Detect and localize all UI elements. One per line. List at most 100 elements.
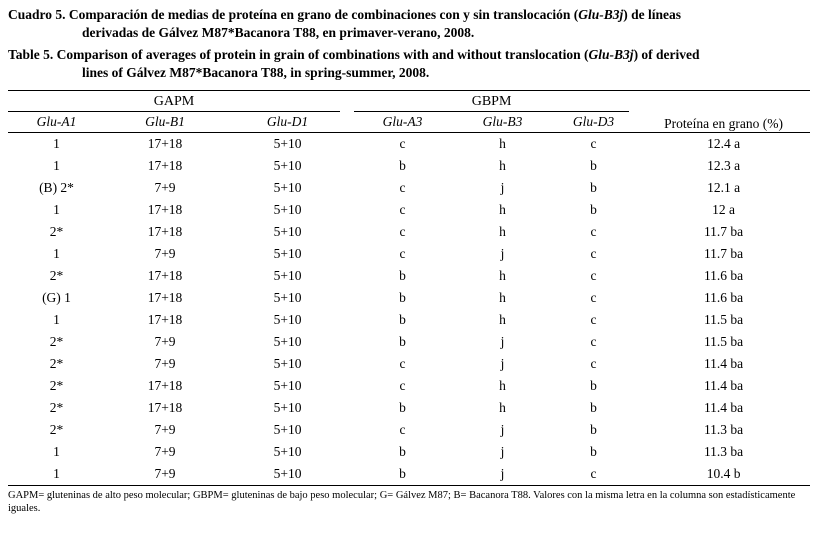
table-cell: c xyxy=(590,268,597,283)
table-cell: 12.1 a xyxy=(707,180,741,195)
table-cell: 5+10 xyxy=(273,312,302,327)
table-cell: 5+10 xyxy=(273,444,302,459)
table-cell: j xyxy=(500,466,505,481)
table-cell: 2* xyxy=(49,356,64,371)
table-cell: c xyxy=(399,180,406,195)
table-cell: 5+10 xyxy=(273,136,302,151)
table-row: (G) 1 17+18 5+10 b h c 11.6 ba xyxy=(8,287,810,309)
table-cell: h xyxy=(499,378,506,393)
table-cell: 11.5 ba xyxy=(703,334,744,349)
caption-spanish-line1: Cuadro 5. Comparación de medias de prote… xyxy=(8,6,810,24)
table-row: (B) 2* 7+9 5+10 c j b 12.1 a xyxy=(8,177,810,199)
table-row: 2* 7+9 5+10 c j b 11.3 ba xyxy=(8,419,810,441)
table-cell: 7+9 xyxy=(154,356,176,371)
table-cell: 17+18 xyxy=(147,158,183,173)
table-cell: 2* xyxy=(49,224,64,239)
table-cell: j xyxy=(500,180,505,195)
table-cell: b xyxy=(590,180,597,195)
table-cell: b xyxy=(399,158,406,173)
table-cell: 1 xyxy=(53,466,60,481)
table-cell: 1 xyxy=(53,136,60,151)
table-cell: 5+10 xyxy=(273,158,302,173)
subheader-glu-b1: Glu-B1 xyxy=(105,112,225,133)
subheader-glu-d3: Glu-D3 xyxy=(550,112,638,133)
table-cell: 11.4 ba xyxy=(703,400,744,415)
table-cell: j xyxy=(500,356,505,371)
table-cell: 11.5 ba xyxy=(703,312,744,327)
table-cell: b xyxy=(399,466,406,481)
table-cell: 5+10 xyxy=(273,202,302,217)
table-row: 2* 17+18 5+10 c h b 11.4 ba xyxy=(8,375,810,397)
table-cell: 1 xyxy=(53,202,60,217)
table-cell: b xyxy=(399,268,406,283)
table-cell: 5+10 xyxy=(273,400,302,415)
protein-column-header: Proteína en grano (%) xyxy=(637,90,811,133)
table-cell: h xyxy=(499,312,506,327)
table-row: 2* 7+9 5+10 b j c 11.5 ba xyxy=(8,331,810,353)
table-cell: c xyxy=(590,290,597,305)
table-cell: j xyxy=(500,422,505,437)
caption-english-text: Table 5. Comparison of averages of prote… xyxy=(8,47,589,62)
table-cell: c xyxy=(590,334,597,349)
table-cell: 7+9 xyxy=(154,444,176,459)
protein-comparison-table: GAPM GBPM Proteína en grano (%) Glu-A1 G… xyxy=(8,90,811,486)
table-row: 1 17+18 5+10 c h b 12 a xyxy=(8,199,810,221)
table-cell: b xyxy=(399,334,406,349)
table-cell: 11.6 ba xyxy=(703,290,744,305)
table-row: 1 17+18 5+10 c h c 12.4 a xyxy=(8,133,810,156)
table-footnote: GAPM= gluteninas de alto peso molecular;… xyxy=(8,490,796,514)
table-cell: (B) 2* xyxy=(39,180,74,195)
table-cell: c xyxy=(399,356,406,371)
table-cell: 17+18 xyxy=(147,136,183,151)
table-cell: 12.4 a xyxy=(707,136,741,151)
table-cell: 1 xyxy=(53,246,60,261)
table-row: 1 7+9 5+10 b j b 11.3 ba xyxy=(8,441,810,463)
caption-english-line1: Table 5. Comparison of averages of prote… xyxy=(8,46,810,64)
table-cell: 2* xyxy=(49,334,64,349)
table-cell: h xyxy=(499,202,506,217)
table-cell: h xyxy=(499,224,506,239)
table-cell: 17+18 xyxy=(147,202,183,217)
group-label-gapm: GAPM xyxy=(8,94,341,112)
table-cell: c xyxy=(399,378,406,393)
table-cell: c xyxy=(590,466,597,481)
group-header-gapm: GAPM xyxy=(8,91,350,112)
table-header: GAPM GBPM Proteína en grano (%) Glu-A1 G… xyxy=(8,90,811,133)
table-cell: 11.3 ba xyxy=(703,422,744,437)
group-header-row: GAPM GBPM Proteína en grano (%) xyxy=(8,90,811,133)
subheader-glu-b3: Glu-B3 xyxy=(455,112,551,133)
table-cell: 2* xyxy=(49,268,64,283)
table-cell: 11.7 ba xyxy=(703,224,744,239)
table-cell: j xyxy=(500,444,505,459)
table-cell: h xyxy=(499,158,506,173)
table-cell: 5+10 xyxy=(273,268,302,283)
table-cell: 17+18 xyxy=(147,290,183,305)
table-cell: 12 a xyxy=(712,202,735,217)
caption-spanish: Cuadro 5. Comparación de medias de prote… xyxy=(8,6,810,42)
caption-english-line2: lines of Gálvez M87*Bacanora T88, in spr… xyxy=(82,65,430,80)
subheader-row: Glu-A1 Glu-B1 Glu-D1 Glu-A3 Glu-B3 Glu-D… xyxy=(8,112,810,133)
table-cell: j xyxy=(500,246,505,261)
table-cell: b xyxy=(399,444,406,459)
table-cell: 2* xyxy=(49,400,64,415)
table-row: 1 7+9 5+10 c j c 11.7 ba xyxy=(8,243,810,265)
table-cell: c xyxy=(399,224,406,239)
table-row: 1 7+9 5+10 b j c 10.4 b xyxy=(8,463,810,486)
table-cell: 5+10 xyxy=(273,290,302,305)
table-cell: 5+10 xyxy=(273,334,302,349)
table-cell: 17+18 xyxy=(147,378,183,393)
group-header-gbpm: GBPM xyxy=(350,91,637,112)
table-cell: 11.4 ba xyxy=(703,356,744,371)
table-cell: 1 xyxy=(53,158,60,173)
table-cell: b xyxy=(590,422,597,437)
caption-english-gene-italic: Glu-B3j xyxy=(588,47,634,62)
table-cell: 11.6 ba xyxy=(703,268,744,283)
table-cell: (G) 1 xyxy=(42,290,71,305)
table-cell: h xyxy=(499,268,506,283)
caption-english: Table 5. Comparison of averages of prote… xyxy=(8,46,810,82)
table-row: 2* 17+18 5+10 c h c 11.7 ba xyxy=(8,221,810,243)
table-cell: c xyxy=(590,136,597,151)
table-cell: b xyxy=(590,400,597,415)
table-cell: b xyxy=(399,290,406,305)
table-cell: 1 xyxy=(53,312,60,327)
